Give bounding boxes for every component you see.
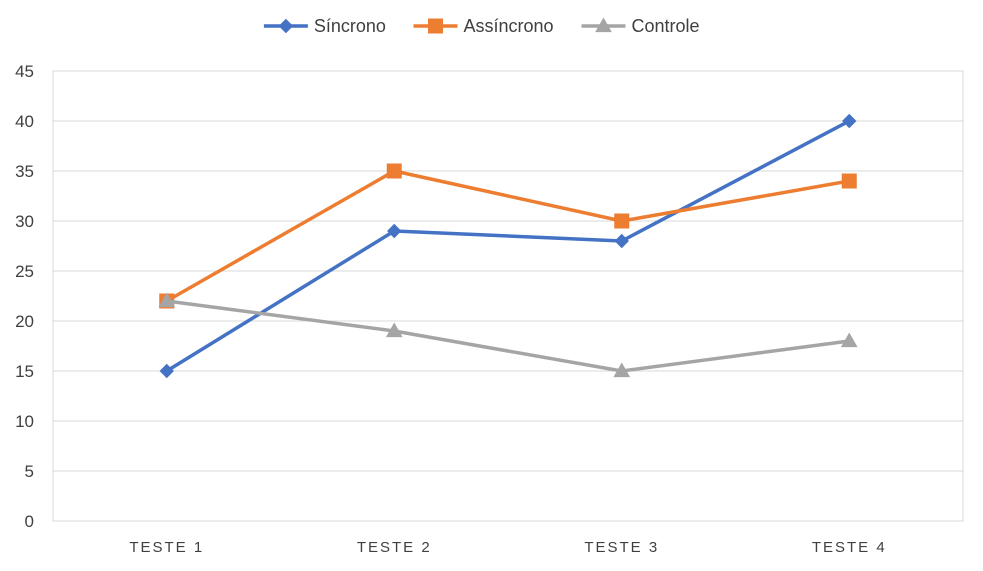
gridlines [52,70,964,522]
y-tick-label: 40 [15,112,34,131]
legend-item: Controle [581,16,700,36]
series-Controle [158,292,858,378]
axes: 0 5 10 15 20 25 30 35 40 45 TESTE 1 TESTE 2 TESTE 3 T… [15,62,887,556]
series-line [165,169,851,303]
data-point-marker [613,362,631,378]
y-tick-label: 15 [15,362,34,381]
data-point-marker [159,363,174,379]
series-lines [158,113,858,379]
data-point-marker [386,163,402,179]
legend-item: Assíncrono [413,16,554,36]
data-point-marker [158,292,176,308]
x-tick-label: TESTE 4 [812,539,887,556]
legend-item: Síncrono [263,16,386,36]
data-point-marker [385,322,403,338]
data-point-marker [614,233,629,249]
legend-swatch-marker [428,18,443,34]
y-tick-label: 25 [15,262,34,281]
series-line [165,299,851,373]
legend-label: Síncrono [314,16,386,36]
data-point-marker [387,223,402,239]
series-Síncrono [159,113,857,379]
y-tick-label: 30 [15,212,34,231]
legend: Síncrono Assíncrono Controle [263,16,700,36]
y-tick-label: 10 [15,412,34,431]
legend-swatch-marker [595,17,612,33]
data-point-marker [840,332,858,348]
data-point-marker [614,213,630,229]
data-point-marker [842,113,857,129]
y-tick-label: 45 [15,62,34,81]
y-tick-label: 0 [25,512,34,531]
legend-label: Controle [632,16,700,36]
x-tick-label: TESTE 2 [357,539,432,556]
legend-label: Assíncrono [464,16,554,36]
y-tick-label: 35 [15,162,34,181]
x-tick-label: TESTE 3 [584,539,659,556]
series-line [165,119,851,373]
data-point-marker [841,173,857,189]
x-tick-label: TESTE 1 [129,539,204,556]
y-tick-label: 20 [15,312,34,331]
legend-swatch-marker [278,18,294,34]
y-tick-label: 5 [25,462,34,481]
